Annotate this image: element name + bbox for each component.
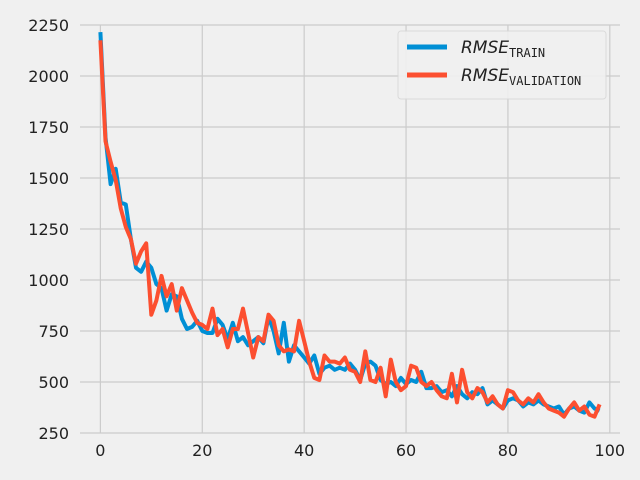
x-tick-label: 60 — [396, 441, 416, 460]
y-tick-label: 1000 — [28, 271, 69, 290]
legend-box — [397, 30, 607, 100]
series — [98, 32, 602, 419]
y-tick-label: 1500 — [28, 169, 69, 188]
y-tick-label: 250 — [38, 424, 69, 443]
series-line-validation — [98, 40, 602, 419]
x-tick-label: 40 — [294, 441, 314, 460]
y-tick-label: 1250 — [28, 220, 69, 239]
grid — [80, 24, 620, 434]
legend-label-main: RMSE — [461, 66, 509, 86]
legend-label-subscript: VALIDATION — [509, 74, 581, 88]
x-tick-label: 100 — [595, 441, 626, 460]
y-tick-label: 750 — [38, 322, 69, 341]
legend-label: RMSETRAIN — [461, 38, 545, 60]
y-tick-label: 2000 — [28, 67, 69, 86]
legend-label: RMSEVALIDATION — [461, 66, 581, 88]
tick-labels: 0 20 40 60 80 100 250 500 750 1000 1250 1500 1750 200… — [28, 16, 625, 460]
x-tick-label: 80 — [498, 441, 518, 460]
y-tick-label: 1750 — [28, 118, 69, 137]
x-tick-label: 0 — [95, 441, 105, 460]
y-tick-label: 2250 — [28, 16, 69, 35]
legend-label-main: RMSE — [461, 38, 509, 58]
y-tick-label: 500 — [38, 373, 69, 392]
x-tick-label: 20 — [192, 441, 212, 460]
legend-label-subscript: TRAIN — [509, 46, 545, 60]
